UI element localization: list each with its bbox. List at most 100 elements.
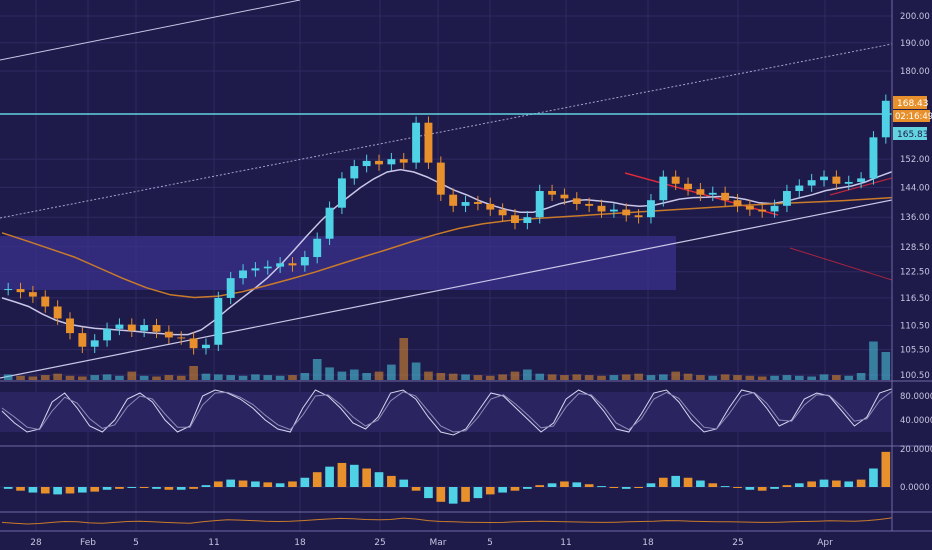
volume-bar: [560, 375, 569, 380]
macd-histogram-bar: [683, 477, 693, 487]
indicator-tick-label: 80.0000: [900, 392, 932, 402]
stoch-band: [0, 392, 892, 432]
volume-bar: [782, 375, 792, 380]
time-axis[interactable]: 28 Feb 5 11 18 25 Mar 5 11 18 25 Apr: [30, 538, 833, 548]
macd-histogram-bar: [65, 487, 75, 494]
macd-histogram-bar: [597, 486, 606, 488]
price-axis[interactable]: 200.00 190.00 180.00 152.00 144.00 136.00 128.…: [900, 12, 930, 381]
volume-bar: [535, 373, 545, 380]
current-price-badge: 168.43: [897, 99, 929, 109]
macd-histogram-bar: [78, 487, 87, 493]
x-tick-label: 25: [374, 538, 385, 548]
volume-bar: [53, 373, 62, 380]
y-tick-label: 190.00: [900, 39, 930, 49]
candle-body: [449, 194, 458, 206]
candle-body: [548, 191, 557, 195]
macd-histogram-bar: [90, 487, 100, 492]
indicator-axis: 80.0000 40.0000 20.0000 0.0000: [900, 392, 932, 493]
macd-panel: [0, 451, 892, 504]
volume-bar: [708, 375, 718, 380]
candle-body: [78, 333, 87, 347]
macd-histogram-bar: [757, 487, 767, 491]
volume-bar: [547, 374, 557, 380]
candle-body: [41, 296, 50, 307]
candle-body: [473, 202, 482, 204]
indicator-tick-label: 40.0000: [900, 416, 932, 426]
macd-histogram-bar: [523, 487, 532, 489]
volume-bar: [28, 376, 38, 380]
macd-histogram-bar: [40, 487, 50, 494]
upper-channel-line: [0, 0, 301, 61]
candle-body: [115, 324, 124, 329]
candle-body: [436, 162, 445, 195]
channel-dotted-line: [0, 43, 893, 219]
macd-histogram-bar: [263, 482, 273, 487]
stoch-k-line: [1, 388, 893, 436]
volume-bar: [856, 373, 866, 380]
indicator-tick-label: 20.0000: [900, 445, 932, 455]
candle-body: [560, 194, 569, 199]
candle-body: [511, 215, 519, 223]
candle-body: [684, 183, 692, 190]
candle-body: [795, 185, 804, 192]
volume-bar: [424, 371, 433, 380]
oscillator-line: [1, 517, 893, 525]
macd-histogram-bar: [436, 487, 446, 502]
stochastic-panel: [1, 388, 893, 436]
macd-histogram-bar: [621, 487, 631, 489]
macd-histogram-bar: [337, 462, 347, 487]
macd-histogram-bar: [387, 475, 396, 487]
candle-body: [745, 205, 754, 210]
panel-separators: [0, 0, 932, 532]
volume-bar: [251, 374, 260, 380]
macd-histogram-bar: [411, 487, 421, 491]
macd-histogram-bar: [782, 485, 792, 487]
macd-histogram-bar: [399, 479, 409, 487]
macd-histogram-bar: [856, 479, 866, 487]
x-tick-label: 5: [133, 538, 139, 548]
macd-histogram-bar: [362, 468, 371, 487]
x-tick-label: 28: [30, 538, 42, 548]
volume-bar: [288, 375, 297, 380]
ma-value-badge-bg: [893, 127, 927, 140]
macd-histogram-bar: [807, 481, 816, 487]
countdown-badge-bg: [893, 110, 930, 122]
candle-body: [325, 207, 334, 239]
candle-body: [164, 331, 173, 338]
demand-zone: [0, 236, 676, 290]
candle-body: [313, 238, 322, 258]
macd-histogram-bar: [720, 486, 730, 488]
macd-histogram-bar: [139, 487, 149, 488]
candle-body: [782, 191, 791, 206]
y-tick-label: 136.00: [900, 213, 930, 223]
red-lower-trendline: [789, 247, 893, 281]
candle-body: [66, 318, 74, 334]
volume-bar: [337, 371, 347, 380]
candle-body: [807, 180, 816, 186]
candle-body: [733, 200, 742, 206]
volume-bar: [881, 352, 891, 380]
volume-bar: [300, 373, 310, 380]
macd-histogram-bar: [794, 483, 804, 487]
candle-body: [869, 137, 878, 179]
macd-histogram-bar: [288, 481, 297, 487]
volume-bar: [411, 362, 421, 380]
macd-histogram-bar: [832, 480, 841, 487]
volume-bar: [794, 375, 804, 380]
candle-body: [350, 166, 359, 179]
volume-bar: [572, 374, 582, 380]
macd-histogram-bar: [547, 483, 557, 487]
macd-histogram-bar: [226, 479, 236, 487]
volume-bar: [325, 367, 334, 380]
y-tick-label: 105.50: [900, 346, 930, 356]
volume-bar: [658, 374, 668, 380]
candle-body: [127, 324, 136, 331]
volume-bar: [757, 376, 767, 380]
volume-bar: [139, 375, 149, 380]
volume-bar: [213, 374, 223, 380]
x-tick-label: Apr: [817, 538, 833, 548]
candle-body: [103, 328, 112, 341]
volume-bar: [621, 374, 631, 380]
candle-body: [337, 178, 346, 208]
